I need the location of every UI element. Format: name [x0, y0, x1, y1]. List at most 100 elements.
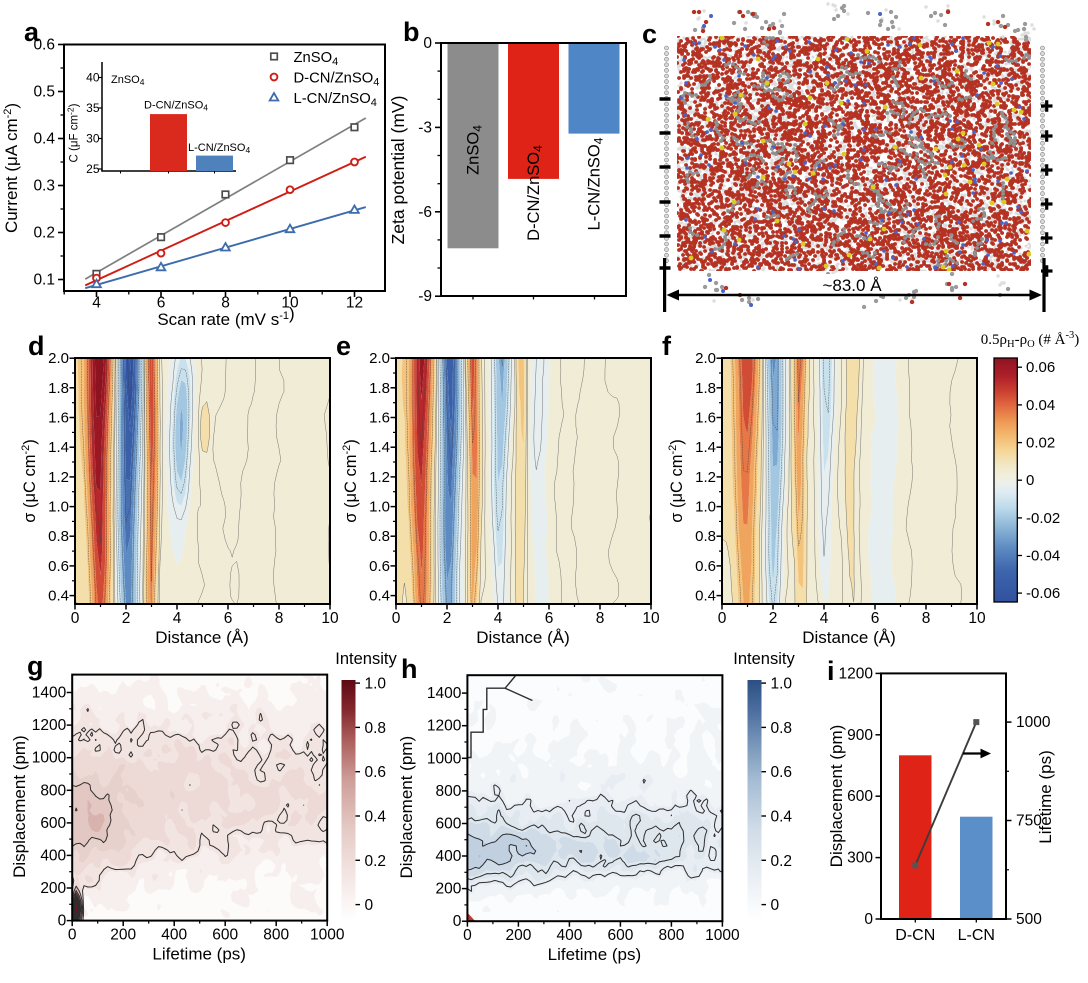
svg-text:Lifetime (ps): Lifetime (ps) — [548, 945, 642, 964]
svg-text:ZnSO4: ZnSO4 — [465, 125, 485, 175]
svg-text:Distance (Å): Distance (Å) — [155, 628, 249, 647]
svg-text:1.4: 1.4 — [48, 439, 69, 456]
svg-text:L-CN/ZnSO4: L-CN/ZnSO4 — [586, 137, 606, 230]
svg-text:g: g — [27, 651, 44, 681]
svg-text:Current (μA cm-2): Current (μA cm-2) — [2, 103, 21, 233]
svg-text:1.0: 1.0 — [771, 676, 793, 693]
svg-text:4: 4 — [494, 610, 503, 627]
svg-text:1.2: 1.2 — [369, 469, 390, 486]
svg-text:D-CN/ZnSO4: D-CN/ZnSO4 — [144, 100, 208, 113]
svg-text:D-CN/ZnSO4: D-CN/ZnSO4 — [525, 145, 545, 241]
svg-text:400: 400 — [556, 927, 582, 944]
svg-text:-6: -6 — [418, 204, 432, 221]
svg-text:e: e — [336, 331, 351, 361]
svg-text:1200: 1200 — [32, 717, 67, 734]
svg-text:200: 200 — [436, 881, 462, 898]
svg-text:-0.04: -0.04 — [1026, 548, 1060, 565]
svg-text:c: c — [642, 19, 657, 49]
svg-text:0.3: 0.3 — [33, 178, 55, 195]
svg-text:0: 0 — [1026, 472, 1034, 489]
svg-text:1400: 1400 — [32, 685, 67, 702]
svg-text:1.0: 1.0 — [48, 499, 69, 516]
svg-text:L-CN/ZnSO4: L-CN/ZnSO4 — [294, 91, 377, 109]
svg-text:1.8: 1.8 — [369, 380, 390, 397]
svg-text:2: 2 — [769, 610, 778, 627]
svg-text:Intensity: Intensity — [733, 650, 795, 668]
svg-text:0.6: 0.6 — [771, 764, 793, 781]
svg-text:2: 2 — [443, 610, 452, 627]
svg-text:8: 8 — [221, 295, 230, 312]
svg-text:1200: 1200 — [839, 665, 874, 682]
svg-text:0.4: 0.4 — [695, 588, 716, 605]
svg-text:σ (μC cm-2): σ (μC cm-2) — [667, 439, 686, 523]
svg-text:d: d — [28, 331, 45, 361]
svg-text:800: 800 — [658, 927, 684, 944]
svg-text:0: 0 — [365, 897, 374, 914]
svg-text:1.0: 1.0 — [369, 499, 390, 516]
svg-text:0: 0 — [392, 610, 401, 627]
svg-text:4: 4 — [92, 295, 101, 312]
svg-text:ZnSO4: ZnSO4 — [111, 74, 145, 87]
svg-text:0: 0 — [71, 610, 80, 627]
svg-text:600: 600 — [607, 927, 633, 944]
svg-text:1.8: 1.8 — [695, 380, 716, 397]
svg-text:0.06: 0.06 — [1026, 359, 1055, 376]
svg-text:0: 0 — [718, 610, 727, 627]
svg-text:0.2: 0.2 — [365, 853, 387, 870]
svg-text:-0.06: -0.06 — [1026, 585, 1060, 602]
svg-text:400: 400 — [40, 847, 66, 864]
svg-text:0.4: 0.4 — [771, 809, 793, 826]
svg-text:-3: -3 — [418, 119, 432, 136]
svg-text:Distance (Å): Distance (Å) — [802, 628, 896, 647]
svg-text:ZnSO4: ZnSO4 — [294, 50, 339, 68]
svg-text:b: b — [403, 17, 420, 47]
svg-text:0.8: 0.8 — [365, 720, 387, 737]
svg-text:-9: -9 — [418, 288, 432, 305]
svg-text:2.0: 2.0 — [369, 350, 390, 367]
svg-text:1200: 1200 — [427, 718, 462, 735]
svg-text:25: 25 — [86, 162, 100, 176]
svg-text:0.8: 0.8 — [695, 528, 716, 545]
svg-text:D-CN/ZnSO4: D-CN/ZnSO4 — [294, 70, 380, 88]
svg-text:1.4: 1.4 — [369, 439, 390, 456]
svg-text:400: 400 — [436, 848, 462, 865]
svg-text:0.4: 0.4 — [365, 809, 387, 826]
svg-text:Lifetime (ps): Lifetime (ps) — [152, 945, 246, 964]
svg-text:a: a — [24, 17, 40, 47]
svg-text:1.8: 1.8 — [48, 380, 69, 397]
svg-text:0: 0 — [58, 913, 67, 930]
svg-text:σ (μC cm-2): σ (μC cm-2) — [341, 439, 360, 523]
svg-text:0.1: 0.1 — [33, 272, 55, 289]
svg-text:0: 0 — [864, 911, 873, 928]
svg-text:200: 200 — [505, 927, 531, 944]
svg-text:0.4: 0.4 — [369, 588, 390, 605]
svg-text:0.6: 0.6 — [369, 558, 390, 575]
svg-text:6: 6 — [224, 610, 233, 627]
svg-text:0: 0 — [453, 913, 462, 930]
svg-text:Displacement (pm): Displacement (pm) — [827, 725, 846, 868]
svg-text:0.04: 0.04 — [1026, 397, 1055, 414]
svg-text:0.6: 0.6 — [365, 764, 387, 781]
svg-text:2: 2 — [122, 610, 131, 627]
svg-text:10: 10 — [642, 610, 660, 627]
svg-text:600: 600 — [436, 816, 462, 833]
svg-text:35: 35 — [86, 101, 100, 115]
svg-text:8: 8 — [922, 610, 931, 627]
svg-text:2.0: 2.0 — [48, 350, 69, 367]
svg-text:-0.02: -0.02 — [1026, 510, 1060, 527]
svg-text:0.4: 0.4 — [48, 588, 69, 605]
svg-text:10: 10 — [968, 610, 986, 627]
svg-text:0.4: 0.4 — [33, 131, 55, 148]
svg-text:0.2: 0.2 — [771, 853, 793, 870]
svg-text:6: 6 — [157, 295, 166, 312]
svg-text:1.6: 1.6 — [369, 410, 390, 427]
svg-text:200: 200 — [40, 880, 66, 897]
svg-text:h: h — [401, 654, 418, 684]
svg-text:2.0: 2.0 — [695, 350, 716, 367]
svg-text:1.0: 1.0 — [695, 499, 716, 516]
svg-text:Displacement (pm): Displacement (pm) — [10, 735, 29, 878]
svg-text:10: 10 — [321, 610, 339, 627]
svg-text:6: 6 — [545, 610, 554, 627]
svg-text:0.8: 0.8 — [771, 720, 793, 737]
svg-text:Lifetime (ps): Lifetime (ps) — [1036, 750, 1055, 844]
